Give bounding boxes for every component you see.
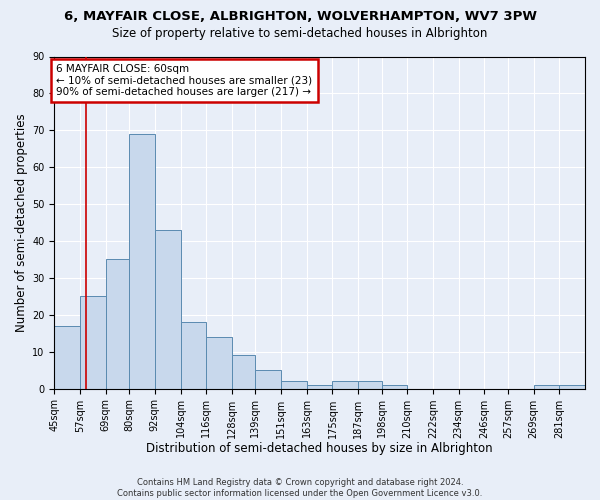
Bar [155,230,181,388]
Text: Contains HM Land Registry data © Crown copyright and database right 2024.
Contai: Contains HM Land Registry data © Crown c… [118,478,482,498]
Bar [106,260,129,388]
Bar [54,326,80,388]
Bar [80,296,106,388]
Bar [256,370,281,388]
Y-axis label: Number of semi-detached properties: Number of semi-detached properties [15,113,28,332]
Bar [358,381,382,388]
Bar [559,385,585,388]
Bar [332,381,358,388]
Text: Size of property relative to semi-detached houses in Albrighton: Size of property relative to semi-detach… [112,28,488,40]
Text: 6, MAYFAIR CLOSE, ALBRIGHTON, WOLVERHAMPTON, WV7 3PW: 6, MAYFAIR CLOSE, ALBRIGHTON, WOLVERHAMP… [64,10,536,23]
Bar [232,356,256,388]
Bar [181,322,206,388]
X-axis label: Distribution of semi-detached houses by size in Albrighton: Distribution of semi-detached houses by … [146,442,493,455]
Bar [129,134,155,388]
Bar [382,385,407,388]
Bar [307,385,332,388]
Text: 6 MAYFAIR CLOSE: 60sqm
← 10% of semi-detached houses are smaller (23)
90% of sem: 6 MAYFAIR CLOSE: 60sqm ← 10% of semi-det… [56,64,313,97]
Bar [533,385,559,388]
Bar [206,337,232,388]
Bar [281,381,307,388]
